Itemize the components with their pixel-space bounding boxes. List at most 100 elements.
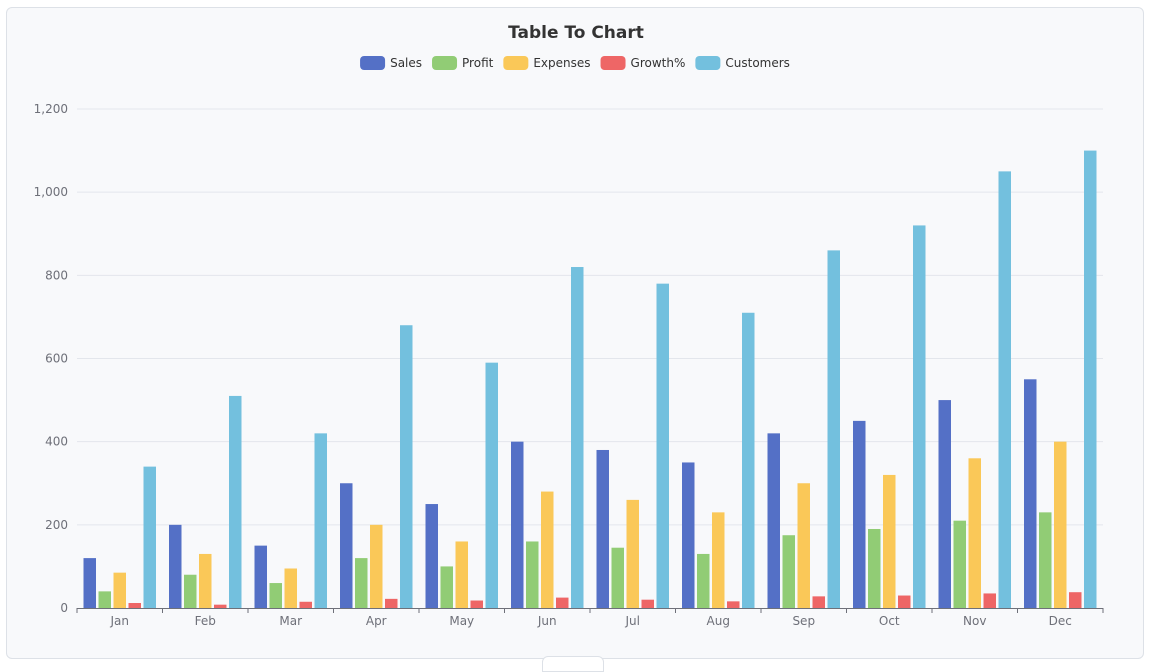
bar-growth--feb[interactable]: [214, 604, 227, 608]
bar-expenses-jul[interactable]: [626, 499, 640, 608]
x-tick-label: Mar: [279, 614, 302, 628]
bar-expenses-may[interactable]: [455, 541, 469, 608]
bar-growth--nov[interactable]: [983, 593, 997, 608]
bar-expenses-jan[interactable]: [113, 572, 127, 608]
bar-profit-jul[interactable]: [611, 547, 625, 608]
bar-expenses-jun[interactable]: [541, 491, 554, 608]
bar-profit-oct[interactable]: [868, 528, 881, 608]
bar-growth--sep[interactable]: [812, 596, 826, 608]
legend-label: Profit: [462, 56, 494, 70]
bar-profit-may[interactable]: [440, 566, 454, 608]
bar-sales-jun[interactable]: [511, 441, 524, 608]
bar-customers-aug[interactable]: [742, 312, 755, 608]
bar-customers-sep[interactable]: [827, 250, 841, 608]
bar-profit-dec[interactable]: [1039, 512, 1052, 608]
legend-item-growth-[interactable]: Growth%: [600, 56, 686, 70]
bar-expenses-dec[interactable]: [1054, 441, 1067, 608]
legend-label: Sales: [390, 56, 422, 70]
bar-profit-apr[interactable]: [355, 558, 368, 608]
y-tick-label: 800: [45, 268, 68, 282]
x-tick-label: Dec: [1049, 614, 1072, 628]
y-tick-label: 200: [45, 518, 68, 532]
legend-swatch: [360, 56, 386, 70]
bar-growth--may[interactable]: [470, 600, 484, 608]
bar-growth--aug[interactable]: [727, 601, 740, 608]
bar-sales-sep[interactable]: [767, 433, 781, 608]
x-tick-label: Jun: [537, 614, 557, 628]
legend-label: Growth%: [631, 56, 686, 70]
bar-growth--mar[interactable]: [299, 601, 313, 608]
bar-growth--apr[interactable]: [385, 598, 398, 608]
legend-item-sales[interactable]: Sales: [360, 56, 422, 70]
legend: Sales Profit Expenses Growth% Customers: [360, 56, 790, 70]
bar-customers-jan[interactable]: [143, 466, 157, 608]
bar-customers-oct[interactable]: [913, 225, 926, 608]
bars: [83, 150, 1097, 609]
bar-sales-nov[interactable]: [938, 400, 952, 608]
bar-sales-oct[interactable]: [853, 420, 866, 608]
bar-sales-feb[interactable]: [169, 524, 182, 608]
bar-customers-nov[interactable]: [998, 171, 1012, 608]
y-tick-label: 1,000: [34, 185, 68, 199]
bar-customers-mar[interactable]: [314, 433, 328, 608]
bar-customers-may[interactable]: [485, 362, 499, 608]
bar-profit-jun[interactable]: [526, 541, 539, 608]
bar-expenses-feb[interactable]: [199, 553, 212, 608]
x-tick-label: Jul: [625, 614, 640, 628]
bar-growth--dec[interactable]: [1069, 592, 1082, 608]
bar-profit-jan[interactable]: [98, 591, 112, 608]
bar-customers-dec[interactable]: [1084, 150, 1097, 609]
bar-sales-mar[interactable]: [254, 545, 268, 608]
legend-label: Expenses: [533, 56, 590, 70]
legend-swatch: [432, 56, 458, 70]
legend-swatch: [600, 56, 626, 70]
x-tick-label: Nov: [963, 614, 986, 628]
bar-profit-nov[interactable]: [953, 520, 967, 608]
bar-profit-sep[interactable]: [782, 535, 796, 608]
x-tick-label: Aug: [707, 614, 730, 628]
x-tick-label: Feb: [195, 614, 216, 628]
x-tick-label: Jan: [110, 614, 130, 628]
y-tick-label: 400: [45, 435, 68, 449]
gridlines: [77, 108, 1103, 526]
bar-growth--jan[interactable]: [128, 603, 142, 608]
bar-growth--oct[interactable]: [898, 595, 911, 608]
bar-sales-apr[interactable]: [340, 483, 353, 608]
bar-expenses-aug[interactable]: [712, 512, 725, 608]
legend-swatch: [503, 56, 529, 70]
legend-item-customers[interactable]: Customers: [695, 56, 790, 70]
bar-growth--jun[interactable]: [556, 597, 569, 608]
bar-expenses-sep[interactable]: [797, 483, 811, 608]
bar-expenses-oct[interactable]: [883, 474, 896, 608]
legend-swatch: [695, 56, 721, 70]
bar-growth--jul[interactable]: [641, 599, 655, 608]
y-tick-label: 600: [45, 352, 68, 366]
bar-customers-jun[interactable]: [571, 267, 584, 608]
bar-customers-feb[interactable]: [229, 395, 242, 608]
bar-profit-mar[interactable]: [269, 583, 283, 608]
bar-profit-aug[interactable]: [697, 553, 710, 608]
legend-item-expenses[interactable]: Expenses: [503, 56, 591, 70]
y-axis: 0 200 400 600 800 1,000 1,200: [34, 102, 68, 615]
x-axis: Jan Feb Mar Apr May Jun Jul Aug Sep Oct Nov Dec: [76, 608, 1104, 628]
bar-sales-may[interactable]: [425, 504, 439, 608]
bar-expenses-apr[interactable]: [370, 524, 383, 608]
legend-item-profit[interactable]: Profit: [432, 56, 494, 70]
bar-sales-aug[interactable]: [682, 462, 695, 608]
bar-expenses-nov[interactable]: [968, 458, 982, 608]
bar-customers-apr[interactable]: [400, 325, 413, 608]
y-tick-label: 1,200: [34, 102, 68, 116]
chart-title: Table To Chart: [508, 23, 644, 43]
bar-sales-dec[interactable]: [1024, 379, 1037, 608]
bar-sales-jul[interactable]: [596, 449, 610, 608]
x-tick-label: May: [449, 614, 474, 628]
y-tick-label: 0: [60, 601, 68, 615]
bar-profit-feb[interactable]: [184, 574, 197, 608]
legend-label: Customers: [725, 56, 790, 70]
x-tick-label: Apr: [366, 614, 387, 628]
bar-expenses-mar[interactable]: [284, 568, 298, 608]
x-tick-label: Oct: [879, 614, 900, 628]
bar-sales-jan[interactable]: [83, 558, 97, 608]
bar-customers-jul[interactable]: [656, 283, 670, 608]
